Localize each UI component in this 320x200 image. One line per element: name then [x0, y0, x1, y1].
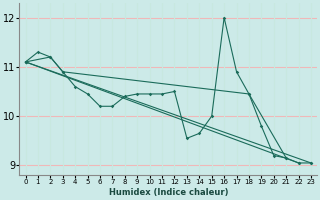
X-axis label: Humidex (Indice chaleur): Humidex (Indice chaleur)	[108, 188, 228, 197]
